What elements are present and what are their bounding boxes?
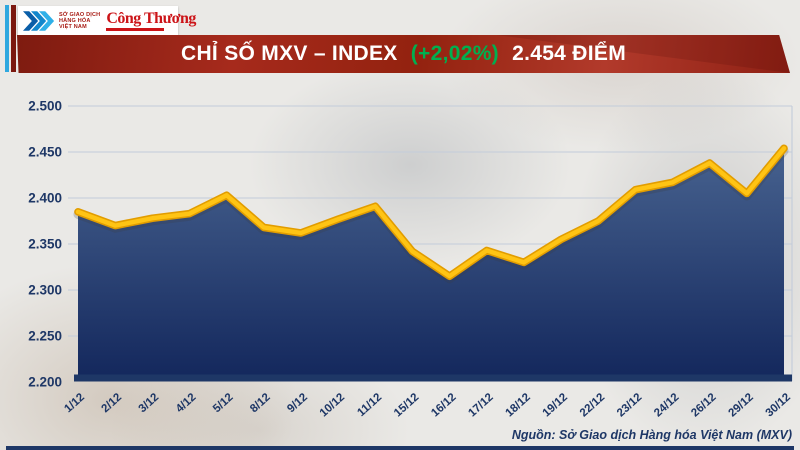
chart-line — [73, 144, 789, 284]
x-axis-labels: 1/12 2/12 3/12 4/12 5/12 8/12 9/12 10/12 11/12 15… — [62, 391, 793, 419]
chart-title-main: CHỈ SỐ MXV – INDEX — [181, 42, 398, 65]
svg-text:11/12: 11/12 — [355, 391, 384, 419]
svg-text:2.350: 2.350 — [28, 237, 62, 252]
svg-text:30/12: 30/12 — [764, 391, 793, 419]
svg-text:4/12: 4/12 — [174, 391, 199, 415]
svg-text:2.200: 2.200 — [28, 375, 62, 390]
svg-text:10/12: 10/12 — [318, 391, 347, 419]
decorative-stripe-maroon — [11, 5, 16, 72]
svg-text:1/12: 1/12 — [62, 391, 87, 415]
svg-text:15/12: 15/12 — [392, 391, 421, 419]
svg-text:2.500: 2.500 — [28, 99, 62, 114]
svg-text:5/12: 5/12 — [211, 391, 236, 415]
svg-text:2.450: 2.450 — [28, 145, 62, 160]
svg-text:16/12: 16/12 — [429, 391, 458, 419]
bottom-border-bar — [6, 446, 794, 450]
chart-area-fill — [78, 148, 784, 381]
svg-text:24/12: 24/12 — [652, 391, 681, 419]
y-axis-labels: 2.500 2.450 2.400 2.350 2.300 2.250 2.200 — [28, 99, 62, 390]
source-credit: Nguồn: Sở Giao dịch Hàng hóa Việt Nam (M… — [511, 428, 792, 442]
svg-text:9/12: 9/12 — [285, 391, 310, 415]
newspaper-tagline-bar — [106, 27, 165, 31]
svg-text:3/12: 3/12 — [137, 391, 162, 415]
svg-text:23/12: 23/12 — [615, 391, 644, 419]
svg-text:2.400: 2.400 — [28, 191, 62, 206]
svg-text:2/12: 2/12 — [99, 391, 124, 415]
svg-text:19/12: 19/12 — [541, 391, 570, 419]
title-banner: CHỈ SỐ MXV – INDEX (+2,02%) 2.454 ĐIỂM — [17, 35, 790, 73]
chart-index-value: 2.454 ĐIỂM — [512, 42, 626, 65]
mxv-org-name: SỞ GIAO DỊCH HÀNG HÓA VIỆT NAM — [59, 12, 100, 30]
svg-text:2.300: 2.300 — [28, 283, 62, 298]
mxv-org-line-3: VIỆT NAM — [59, 23, 87, 30]
svg-text:2.250: 2.250 — [28, 329, 62, 344]
mxv-chevrons-icon — [23, 10, 55, 31]
x-axis-line — [74, 374, 792, 382]
mxv-org-line-1: SỞ GIAO DỊCH — [59, 11, 101, 18]
svg-text:17/12: 17/12 — [466, 391, 495, 419]
svg-text:29/12: 29/12 — [726, 391, 755, 419]
mxv-org-line-2: HÀNG HÓA — [59, 17, 91, 24]
chart-title: CHỈ SỐ MXV – INDEX (+2,02%) 2.454 ĐIỂM — [181, 42, 626, 66]
svg-text:22/12: 22/12 — [578, 391, 607, 419]
newspaper-logo: Công Thương — [106, 9, 196, 31]
header-logo-box: SỞ GIAO DỊCH HÀNG HÓA VIỆT NAM Công Thươ… — [18, 6, 196, 35]
decorative-stripe-blue — [5, 5, 9, 72]
svg-text:18/12: 18/12 — [503, 391, 532, 419]
chart-gridlines — [68, 105, 793, 381]
svg-text:8/12: 8/12 — [248, 391, 273, 415]
chart-change-percent: (+2,02%) — [410, 42, 499, 65]
newspaper-name: Công Thương — [106, 9, 196, 27]
svg-text:26/12: 26/12 — [689, 391, 718, 419]
